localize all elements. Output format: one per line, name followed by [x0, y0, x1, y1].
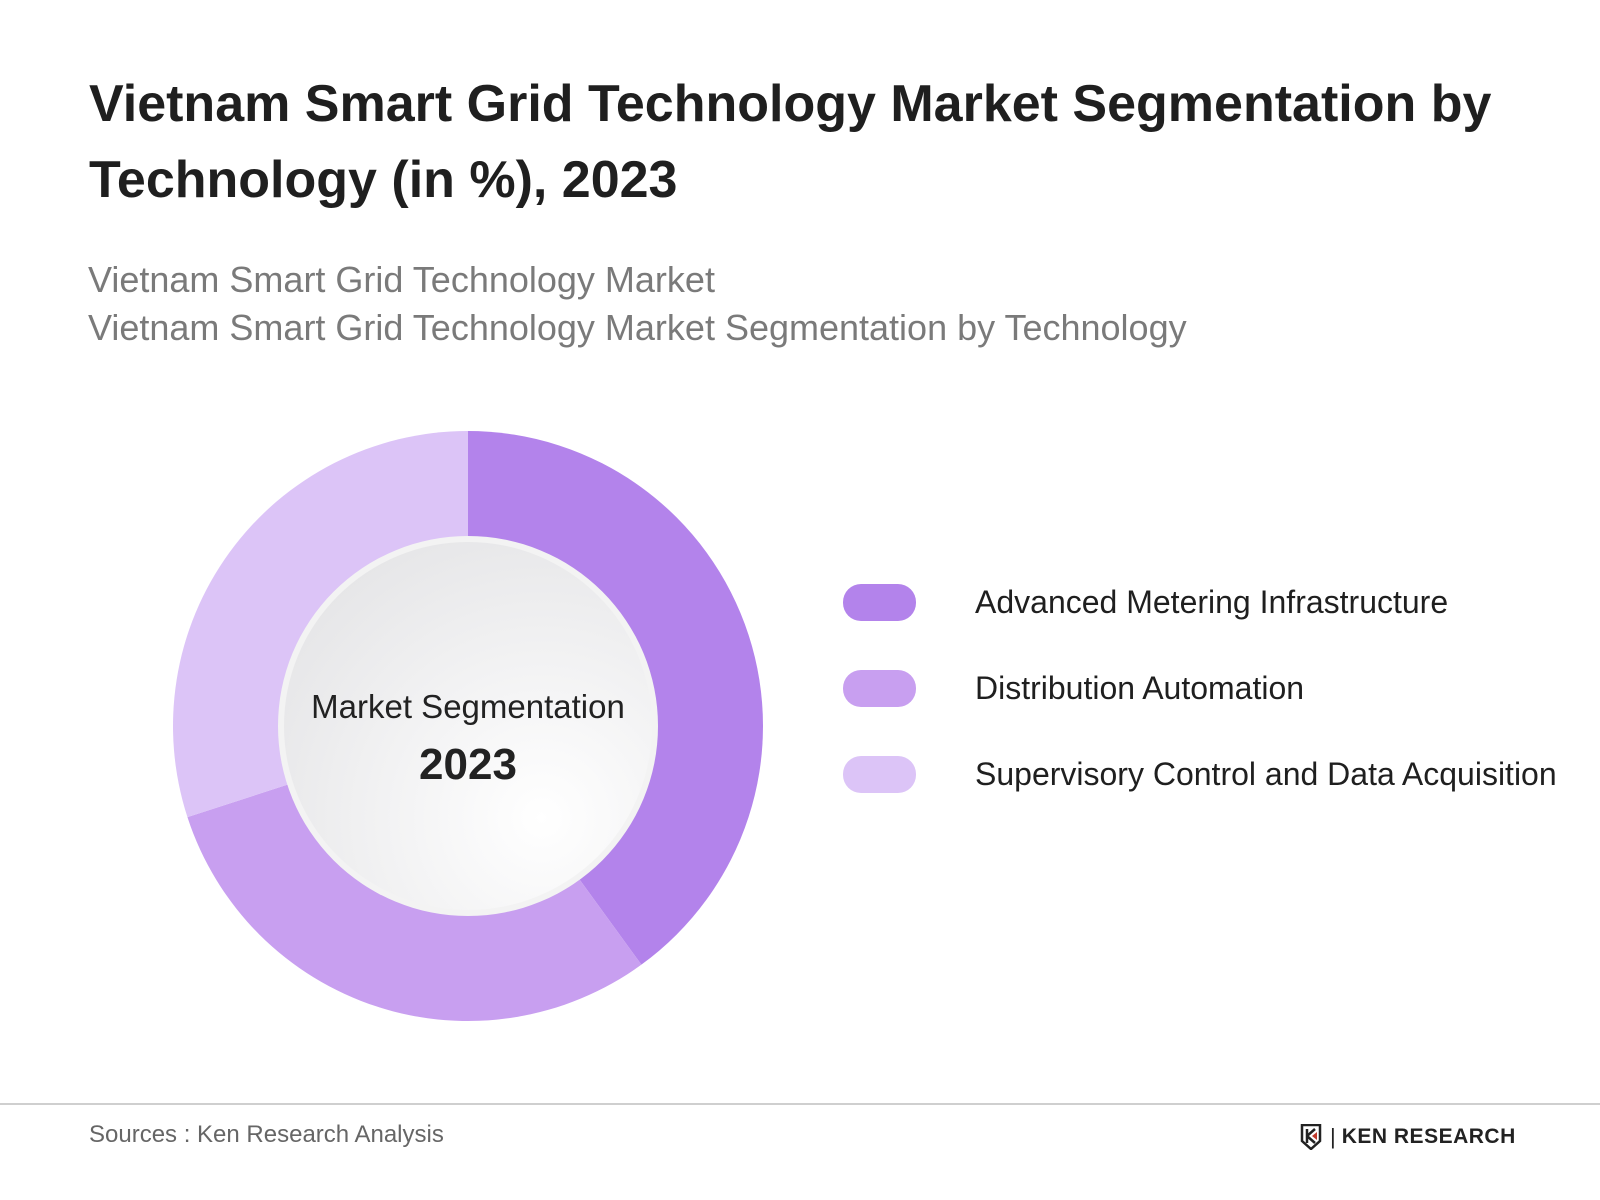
ken-research-logo: | KEN RESEARCH [1300, 1124, 1516, 1150]
donut-center [284, 542, 652, 910]
chart-subtitle-2: Vietnam Smart Grid Technology Market Seg… [88, 307, 1187, 348]
legend-label: Distribution Automation [975, 670, 1305, 706]
center-label: Market Segmentation [311, 688, 625, 725]
legend-label: Advanced Metering Infrastructure [975, 584, 1449, 620]
legend-swatch [843, 670, 916, 707]
source-note: Sources : Ken Research Analysis [89, 1121, 444, 1148]
legend-label: Supervisory Control and Data Acquisition [975, 756, 1557, 792]
legend-swatch [843, 584, 916, 621]
chart-title: Vietnam Smart Grid Technology Market Seg… [89, 75, 1492, 209]
chart-subtitle-1: Vietnam Smart Grid Technology Market [88, 259, 715, 300]
logo-shield-icon [1300, 1124, 1322, 1150]
logo-text: KEN RESEARCH [1341, 1125, 1516, 1148]
center-year: 2023 [419, 740, 517, 789]
legend-swatch [843, 756, 916, 793]
footer-divider [0, 1103, 1600, 1105]
